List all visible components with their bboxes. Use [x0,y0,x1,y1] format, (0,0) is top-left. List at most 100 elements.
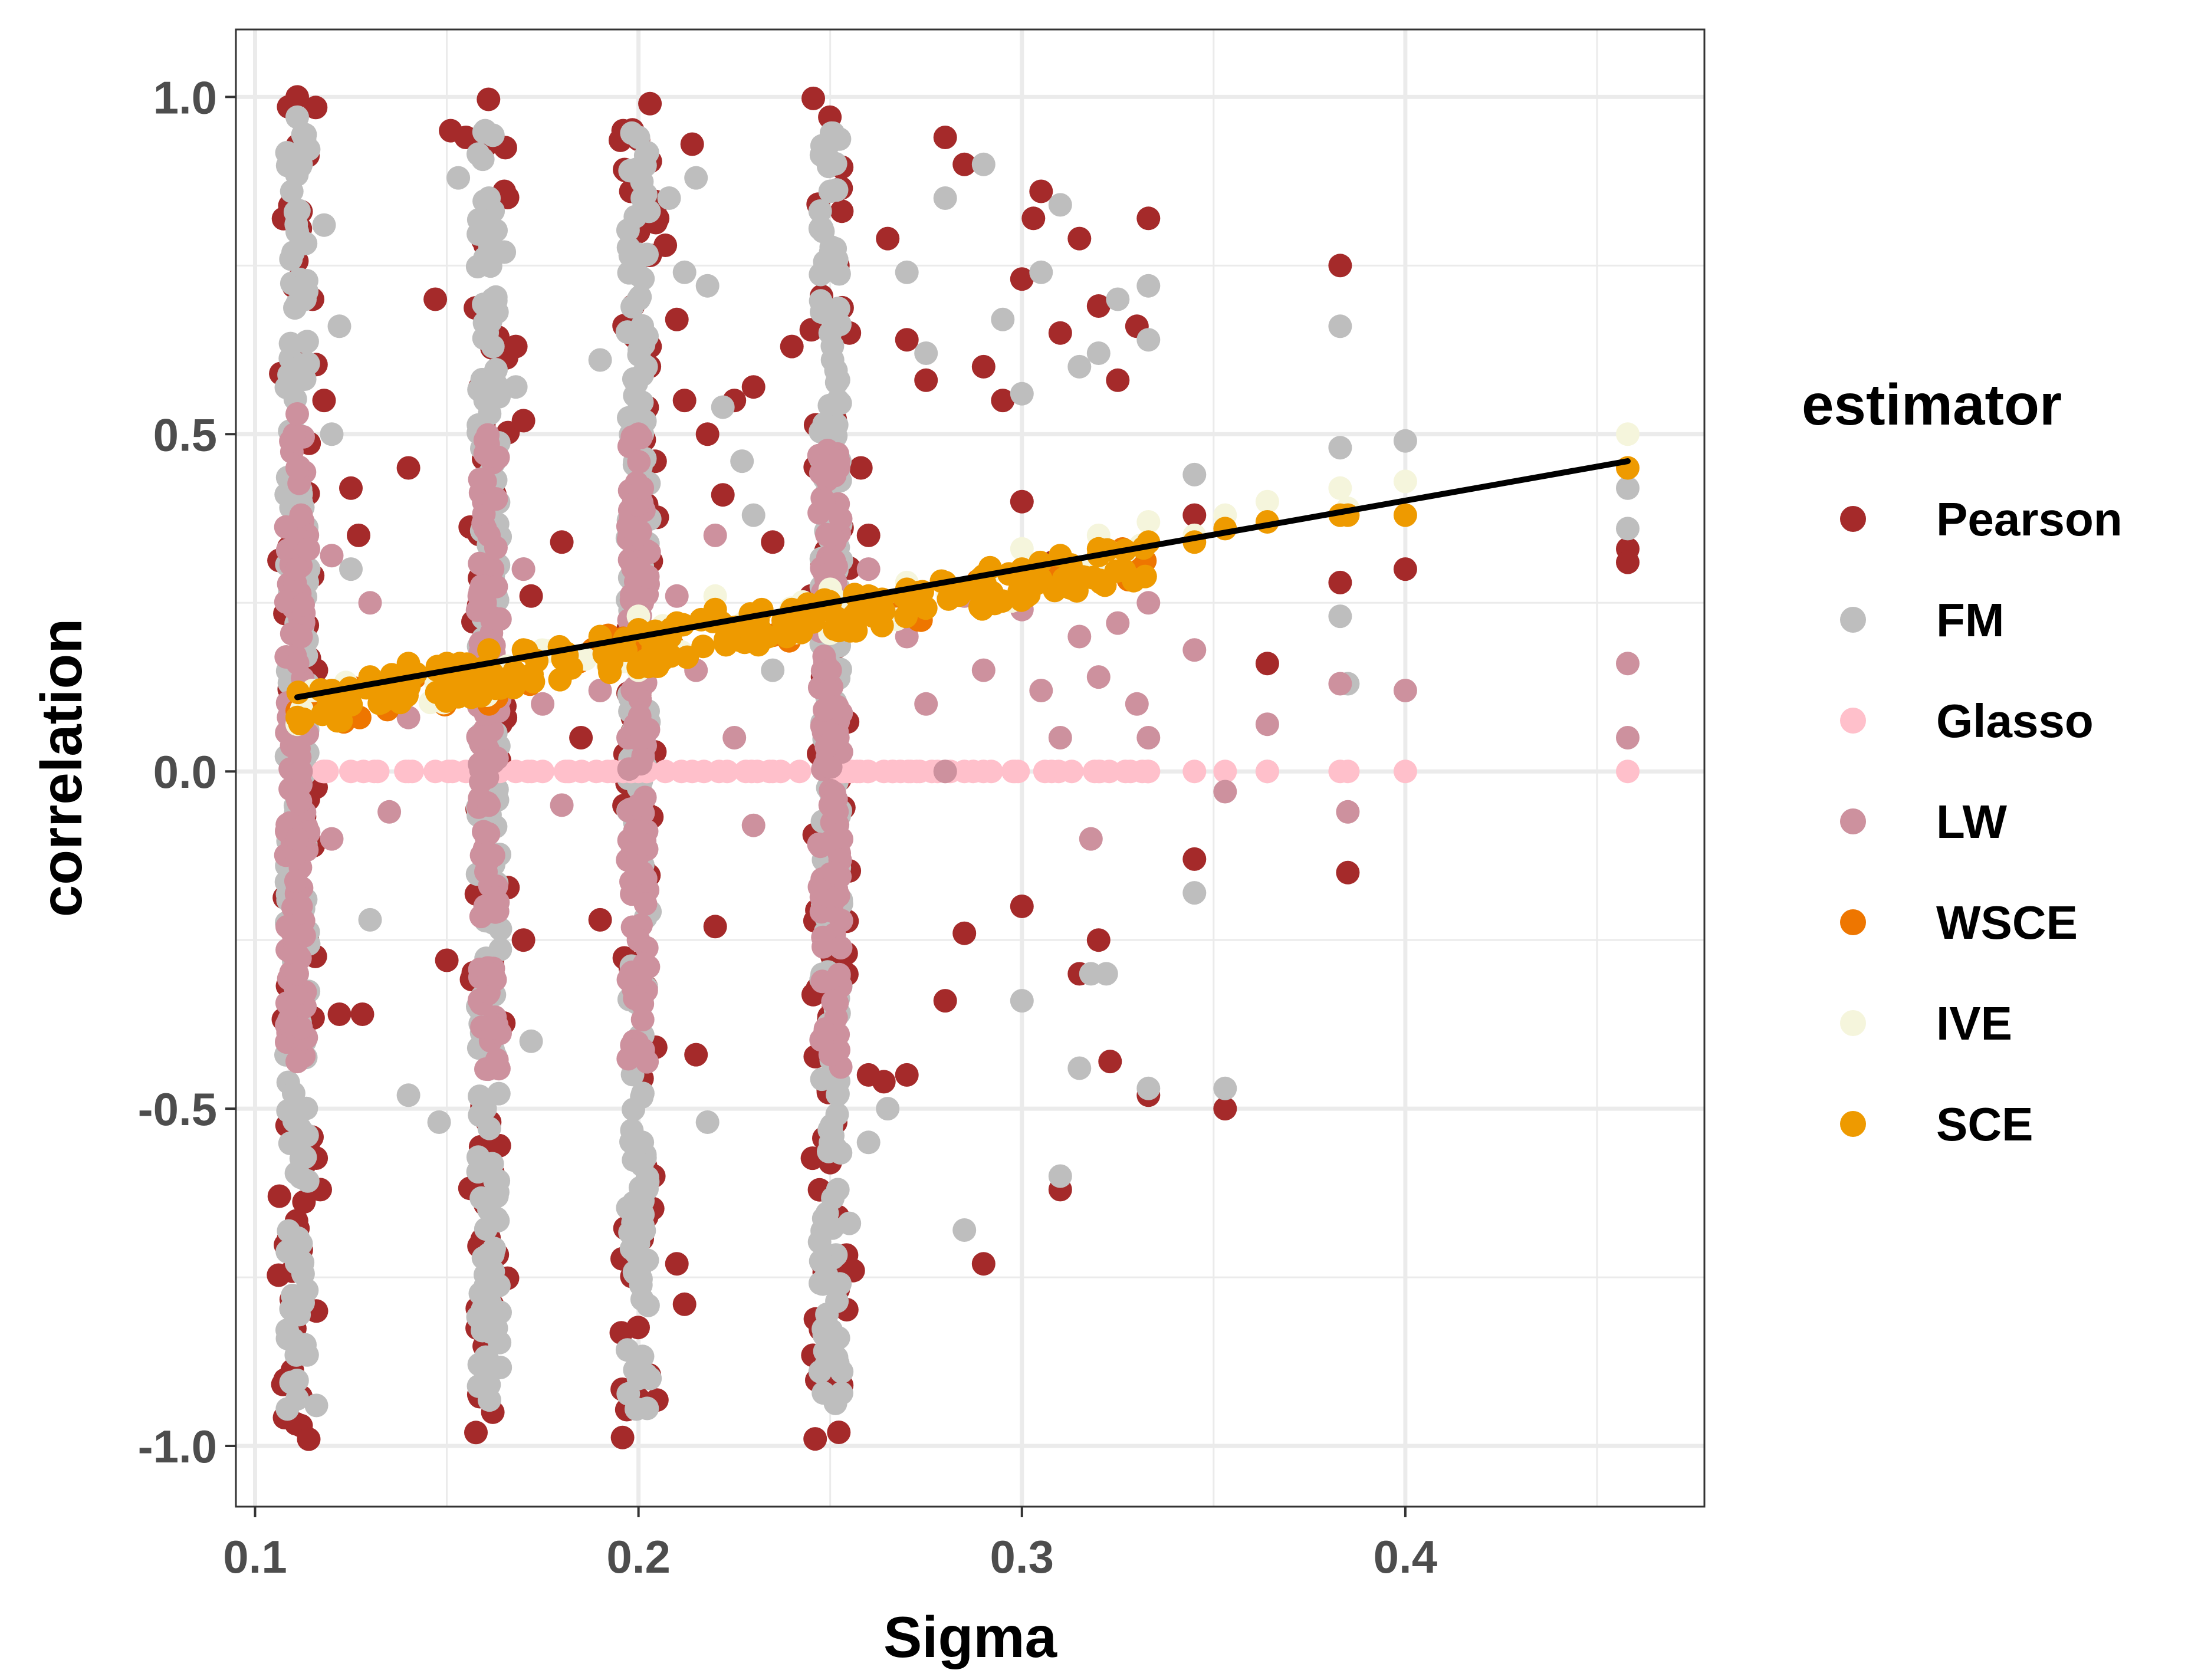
point-lw [830,827,853,851]
point-lw [473,469,497,494]
point-fm [285,1130,309,1155]
legend-key-sce [1840,1111,1866,1137]
point-fm [830,1360,854,1384]
point-fm [291,1262,315,1286]
point-lw [829,936,853,960]
point-pearson [1098,1050,1122,1074]
point-glasso [734,760,758,784]
point-pearson [856,523,881,547]
point-sce [459,685,484,709]
point-fm [1182,881,1207,905]
point-pearson [347,523,370,547]
point-fm [293,127,317,151]
point-fm [638,1366,662,1390]
point-sce [559,656,583,680]
point-pearson [477,87,501,111]
point-glasso [1086,760,1111,784]
point-sce [521,670,546,694]
point-fm [477,1198,501,1222]
point-lw [627,450,651,474]
point-ive [1255,489,1279,514]
legend: estimator Pearson FM Glasso LW WSCE IVE SCE [1802,372,2123,1150]
point-lw [629,752,653,776]
point-fm [466,208,491,232]
point-lw [377,800,402,824]
point-pearson [292,1190,316,1214]
point-fm [1393,429,1417,453]
point-sce [1058,576,1082,600]
point-fm [285,1387,309,1411]
point-lw [485,1048,509,1072]
point-lw [473,591,497,615]
point-lw [626,793,651,817]
legend-key-lw [1840,808,1866,834]
legend-label-lw: LW [1936,795,2007,848]
point-lw [1328,672,1352,696]
point-fm [312,213,336,237]
point-fm [1106,287,1130,311]
point-lw [1067,624,1092,649]
point-glasso [952,760,977,784]
point-lw [285,827,309,851]
point-fm [952,1218,977,1242]
point-lw [633,892,658,916]
point-glasso [1182,760,1207,784]
point-fm [626,126,651,149]
point-fm [1182,462,1207,486]
point-lw [933,760,957,784]
point-lw [285,402,309,426]
point-lw [297,537,320,561]
point-lw [1616,726,1640,749]
point-pearson [1255,652,1279,676]
point-fm [484,218,508,242]
point-fm [358,908,382,932]
point-sce [703,597,727,622]
point-fm [1616,517,1640,541]
x-axis: 0.1 0.2 0.3 0.4 [223,1507,1437,1583]
point-sce [286,680,310,705]
point-fm [481,1242,505,1266]
point-lw [1079,827,1103,851]
point-lw [626,523,651,547]
point-lw [477,962,501,986]
point-sce [285,705,309,729]
point-lw [531,692,555,716]
point-fm [823,152,847,176]
point-glasso [1393,760,1417,784]
point-pearson [423,287,448,311]
point-lw [472,820,495,844]
x-tick-label: 0.2 [606,1531,670,1583]
point-fm [819,1130,843,1155]
point-sce [691,634,715,659]
point-fm [1328,314,1352,338]
y-tick-label: 1.0 [153,71,217,123]
point-lw [621,1038,645,1063]
point-fm [876,1097,900,1121]
point-lw [285,1050,309,1074]
point-pearson [569,726,593,749]
point-lw [895,624,919,649]
point-glasso [1336,760,1360,784]
point-pearson [971,1252,996,1276]
point-fm [289,1231,313,1255]
point-glasso [366,760,390,784]
point-glasso [1136,760,1161,784]
point-pearson [827,1421,851,1444]
point-lw [285,962,309,986]
legend-label-sce: SCE [1936,1098,2033,1150]
point-lw [824,554,848,578]
point-glasso [557,760,582,784]
point-fm [1048,1164,1072,1188]
point-fm [684,166,708,190]
point-fm [472,326,496,350]
point-fm [626,287,651,311]
point-fm [474,1217,498,1241]
point-fm [294,269,318,292]
point-lw [1182,638,1207,662]
point-fm [293,287,317,311]
point-lw [818,1043,842,1067]
point-sce [1133,564,1157,589]
point-lw [1393,679,1417,702]
point-fm [1094,962,1118,986]
point-lw [1086,665,1111,689]
